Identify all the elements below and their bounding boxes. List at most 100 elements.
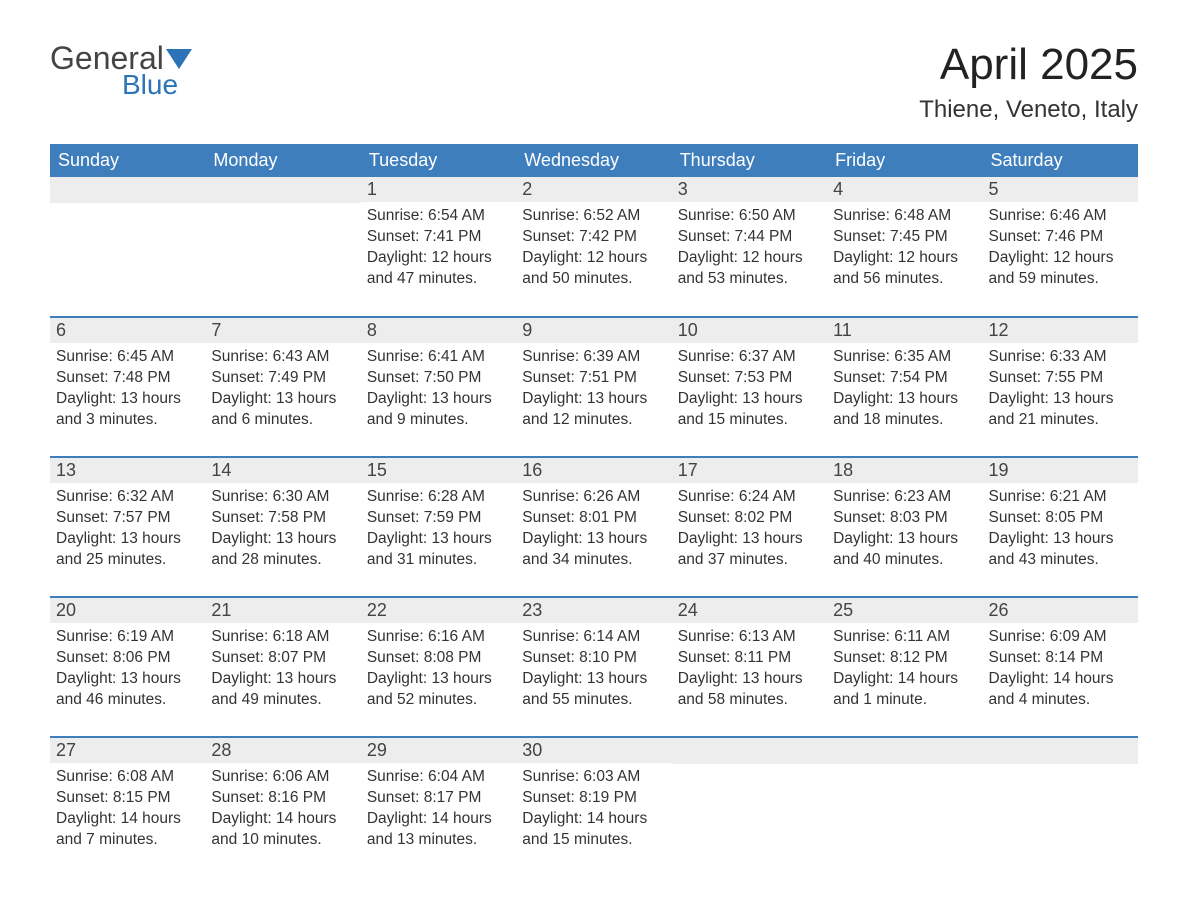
calendar-cell: 7Sunrise: 6:43 AMSunset: 7:49 PMDaylight…: [205, 317, 360, 457]
sunset-text: Sunset: 7:54 PM: [833, 368, 976, 389]
daylight-text: Daylight: 14 hours and 7 minutes.: [56, 809, 199, 851]
sunrise-text: Sunrise: 6:50 AM: [678, 206, 821, 227]
sunset-text: Sunset: 8:11 PM: [678, 648, 821, 669]
day-number: [205, 177, 360, 203]
sunset-text: Sunset: 8:08 PM: [367, 648, 510, 669]
sunset-text: Sunset: 7:42 PM: [522, 227, 665, 248]
calendar-cell: 1Sunrise: 6:54 AMSunset: 7:41 PMDaylight…: [361, 177, 516, 317]
calendar-cell-empty: [827, 737, 982, 877]
day-number: [827, 738, 982, 764]
day-number: 8: [361, 318, 516, 343]
calendar-cell: 10Sunrise: 6:37 AMSunset: 7:53 PMDayligh…: [672, 317, 827, 457]
day-details: Sunrise: 6:08 AMSunset: 8:15 PMDaylight:…: [50, 763, 205, 855]
day-details: Sunrise: 6:24 AMSunset: 8:02 PMDaylight:…: [672, 483, 827, 575]
sunrise-text: Sunrise: 6:21 AM: [989, 487, 1132, 508]
daylight-text: Daylight: 14 hours and 1 minute.: [833, 669, 976, 711]
calendar-cell: 4Sunrise: 6:48 AMSunset: 7:45 PMDaylight…: [827, 177, 982, 317]
calendar-week: 6 Sunrise: 6:45 AMSunset: 7:48 PM Daylight…: [50, 317, 1138, 457]
sunset-text: Sunset: 7:49 PM: [211, 368, 354, 389]
sunrise-text: Sunrise: 6:04 AM: [367, 767, 510, 788]
sunrise-text: Sunrise: 6:14 AM: [522, 627, 665, 648]
daylight-text: Daylight: 13 hours and 25 minutes.: [56, 529, 199, 571]
calendar-cell: 14Sunrise: 6:30 AMSunset: 7:58 PMDayligh…: [205, 457, 360, 597]
sunset-text: Sunset: 7:41 PM: [367, 227, 510, 248]
sunset-text: Sunset: 7:46 PM: [989, 227, 1132, 248]
day-number: 15: [361, 458, 516, 483]
day-number: [50, 177, 205, 203]
day-details: Sunrise: 6:14 AMSunset: 8:10 PMDaylight:…: [516, 623, 671, 715]
sunrise-text: Sunrise: 6:13 AM: [678, 627, 821, 648]
day-number: 16: [516, 458, 671, 483]
sunrise-text: Sunrise: 6:39 AM: [522, 347, 665, 368]
day-number: 23: [516, 598, 671, 623]
sunset-text: Sunset: 7:55 PM: [989, 368, 1132, 389]
day-number: 2: [516, 177, 671, 202]
daylight-text: Daylight: 12 hours and 50 minutes.: [522, 248, 665, 290]
day-header: Friday: [827, 144, 982, 177]
day-number: 12: [983, 318, 1138, 343]
sunset-text: Sunset: 8:14 PM: [989, 648, 1132, 669]
calendar-cell: 2Sunrise: 6:52 AMSunset: 7:42 PMDaylight…: [516, 177, 671, 317]
day-number: [672, 738, 827, 764]
sunset-text: Sunset: 7:44 PM: [678, 227, 821, 248]
daylight-text: Daylight: 13 hours and 21 minutes.: [989, 389, 1132, 431]
calendar-cell: 24Sunrise: 6:13 AMSunset: 8:11 PMDayligh…: [672, 597, 827, 737]
sunrise-text: Sunrise: 6:18 AM: [211, 627, 354, 648]
logo: General Blue: [50, 40, 192, 101]
day-details: Sunrise: 6:39 AMSunset: 7:51 PMDaylight:…: [516, 343, 671, 435]
sunset-text: Sunset: 7:48 PM: [56, 368, 199, 389]
day-details: Sunrise: 6:21 AMSunset: 8:05 PMDaylight:…: [983, 483, 1138, 575]
calendar-cell: 23Sunrise: 6:14 AMSunset: 8:10 PMDayligh…: [516, 597, 671, 737]
sunset-text: Sunset: 8:03 PM: [833, 508, 976, 529]
sunrise-text: Sunrise: 6:06 AM: [211, 767, 354, 788]
sunrise-text: Sunrise: 6:45 AM: [56, 347, 199, 368]
daylight-text: Daylight: 12 hours and 53 minutes.: [678, 248, 821, 290]
calendar-cell: 17Sunrise: 6:24 AMSunset: 8:02 PMDayligh…: [672, 457, 827, 597]
calendar-cell: 6Sunrise: 6:45 AMSunset: 7:48 PMDaylight…: [50, 317, 205, 457]
day-number: 14: [205, 458, 360, 483]
day-header: Saturday: [983, 144, 1138, 177]
calendar-cell: 13Sunrise: 6:32 AMSunset: 7:57 PMDayligh…: [50, 457, 205, 597]
calendar-week: 13Sunrise: 6:32 AMSunset: 7:57 PMDayligh…: [50, 457, 1138, 597]
day-details: Sunrise: 6:48 AMSunset: 7:45 PMDaylight:…: [827, 202, 982, 294]
sunset-text: Sunset: 7:51 PM: [522, 368, 665, 389]
day-details: Sunrise: 6:11 AMSunset: 8:12 PMDaylight:…: [827, 623, 982, 715]
sunset-text: Sunset: 7:53 PM: [678, 368, 821, 389]
daylight-text: Daylight: 13 hours and 55 minutes.: [522, 669, 665, 711]
sunrise-text: Sunrise: 6:28 AM: [367, 487, 510, 508]
day-header: Wednesday: [516, 144, 671, 177]
day-number: 1: [361, 177, 516, 202]
day-details: Sunrise: 6:03 AMSunset: 8:19 PMDaylight:…: [516, 763, 671, 855]
sunrise-text: Sunrise: 6:19 AM: [56, 627, 199, 648]
day-number: 27: [50, 738, 205, 763]
day-details: Sunrise: 6:13 AMSunset: 8:11 PMDaylight:…: [672, 623, 827, 715]
sunset-text: Sunset: 8:02 PM: [678, 508, 821, 529]
title-block: April 2025 Thiene, Veneto, Italy: [919, 40, 1138, 124]
day-header: Monday: [205, 144, 360, 177]
calendar-body: 1Sunrise: 6:54 AMSunset: 7:41 PMDaylight…: [50, 177, 1138, 877]
calendar-cell-empty: [205, 177, 360, 317]
header: General Blue April 2025 Thiene, Veneto, …: [50, 40, 1138, 124]
day-number: 6: [50, 318, 205, 343]
daylight-text: Daylight: 13 hours and 49 minutes.: [211, 669, 354, 711]
day-details: Sunrise: 6:43 AMSunset: 7:49 PMDaylight:…: [205, 343, 360, 435]
location: Thiene, Veneto, Italy: [919, 96, 1138, 124]
calendar-cell: 28Sunrise: 6:06 AMSunset: 8:16 PMDayligh…: [205, 737, 360, 877]
daylight-text: Daylight: 13 hours and 31 minutes.: [367, 529, 510, 571]
sunrise-text: Sunrise: 6:08 AM: [56, 767, 199, 788]
sunset-text: Sunset: 7:50 PM: [367, 368, 510, 389]
daylight-text: Daylight: 14 hours and 15 minutes.: [522, 809, 665, 851]
sunset-text: Sunset: 7:58 PM: [211, 508, 354, 529]
sunset-text: Sunset: 7:59 PM: [367, 508, 510, 529]
day-number: 19: [983, 458, 1138, 483]
calendar-cell: 26Sunrise: 6:09 AMSunset: 8:14 PMDayligh…: [983, 597, 1138, 737]
calendar-cell: 22Sunrise: 6:16 AMSunset: 8:08 PMDayligh…: [361, 597, 516, 737]
day-details: Sunrise: 6:52 AMSunset: 7:42 PMDaylight:…: [516, 202, 671, 294]
calendar-cell: 15 Sunrise: 6:28 AMSunset: 7:59 PMDayligh…: [361, 457, 516, 597]
daylight-text: Daylight: 12 hours and 47 minutes.: [367, 248, 510, 290]
day-number: 9: [516, 318, 671, 343]
day-header: Tuesday: [361, 144, 516, 177]
daylight-text: Daylight: 14 hours and 4 minutes.: [989, 669, 1132, 711]
day-number: 24: [672, 598, 827, 623]
calendar-head: SundayMondayTuesdayWednesdayThursdayFrid…: [50, 144, 1138, 177]
